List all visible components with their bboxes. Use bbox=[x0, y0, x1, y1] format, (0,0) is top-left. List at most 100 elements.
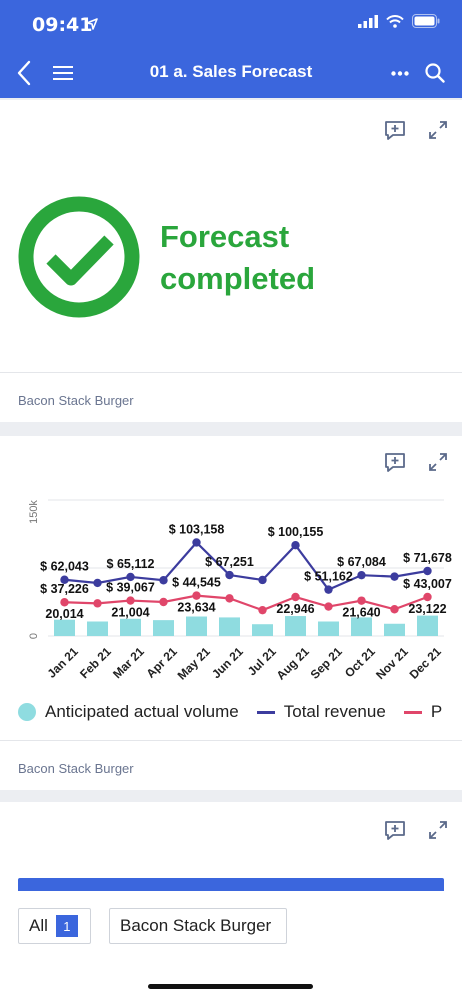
revenue-point-1 bbox=[93, 578, 102, 588]
filter-all-label: All bbox=[29, 916, 48, 935]
volume-bar-1 bbox=[87, 621, 108, 636]
card-footer: Bacon Stack Burger bbox=[0, 740, 462, 790]
revenue-label-7: $ 100,155 bbox=[268, 525, 324, 539]
legend-swatch-third bbox=[403, 710, 422, 714]
p-series-point-7 bbox=[291, 592, 300, 602]
filter-all-chip[interactable]: All 1 bbox=[18, 908, 91, 944]
legend-label-volume: Anticipated actual volume bbox=[45, 702, 239, 721]
card-footer-label: Bacon Stack Burger bbox=[18, 393, 134, 408]
card-footer-label: Bacon Stack Burger bbox=[18, 761, 134, 776]
legend-item-volume[interactable]: Anticipated actual volume bbox=[18, 702, 239, 722]
y-tick-label-1: 150k bbox=[28, 500, 40, 524]
revenue-label-8: $ 51,162 bbox=[304, 570, 353, 584]
p-series-point-3 bbox=[159, 597, 168, 607]
check-circle-icon bbox=[18, 196, 140, 318]
p-series-point-0 bbox=[60, 598, 69, 607]
revenue-point-0 bbox=[60, 575, 69, 584]
revenue-point-7 bbox=[291, 540, 300, 550]
search-icon[interactable] bbox=[425, 63, 445, 83]
add-comment-icon[interactable] bbox=[384, 820, 406, 840]
volume-bar-7 bbox=[285, 616, 306, 636]
p-series-label-4: $ 44,545 bbox=[172, 576, 221, 590]
revenue-label-5: $ 67,251 bbox=[205, 555, 254, 569]
x-tick-label-4: May 21 bbox=[175, 644, 213, 682]
volume-label-11: 23,122 bbox=[408, 602, 446, 616]
volume-bar-6 bbox=[252, 624, 273, 636]
revenue-point-3 bbox=[159, 576, 168, 585]
x-tick-label-9: Oct 21 bbox=[342, 644, 378, 680]
legend-label-third: P bbox=[430, 702, 443, 721]
expand-icon[interactable] bbox=[428, 452, 448, 472]
battery-icon bbox=[412, 14, 440, 28]
forecast-line-1: Forecast bbox=[160, 219, 290, 254]
more-options-icon[interactable] bbox=[391, 71, 409, 76]
sales-forecast-chart: 0 150k $ 62,043 $ 65,112 $ 103,158 $ 67,251 $ … bbox=[28, 499, 452, 683]
x-tick-label-3: Apr 21 bbox=[144, 644, 181, 681]
revenue-label-11: $ 71,678 bbox=[403, 551, 452, 565]
nav-bar: 01 a. Sales Forecast bbox=[0, 56, 462, 90]
status-time: 09:41 bbox=[32, 14, 93, 36]
cellular-signal-icon bbox=[358, 14, 378, 28]
volume-bar-9 bbox=[351, 617, 372, 636]
p-series-label-11: $ 43,007 bbox=[403, 577, 452, 591]
volume-bar-10 bbox=[384, 623, 405, 636]
p-series-point-11 bbox=[423, 592, 432, 602]
volume-bar-11 bbox=[417, 615, 438, 636]
filter-chip-bacon-stack-burger[interactable]: Bacon Stack Burger bbox=[109, 908, 287, 944]
x-tick-label-7: Aug 21 bbox=[274, 644, 312, 682]
forecast-status-card: Forecast completed Bacon Stack Burger bbox=[0, 100, 462, 422]
revenue-label-2: $ 65,112 bbox=[107, 557, 155, 571]
p-series-point-1 bbox=[93, 599, 102, 608]
p-series-point-9 bbox=[357, 596, 366, 605]
x-tick-label-10: Nov 21 bbox=[373, 644, 411, 682]
sales-chart-card: Bacon Stack Burger bbox=[0, 436, 462, 790]
y-tick-label-0: 0 bbox=[28, 633, 40, 639]
revenue-point-6 bbox=[258, 575, 267, 585]
filter-chip-label: Bacon Stack Burger bbox=[120, 916, 272, 935]
revenue-label-9: $ 67,084 bbox=[337, 555, 386, 569]
p-series-point-6 bbox=[258, 605, 267, 615]
back-chevron-icon[interactable] bbox=[16, 60, 32, 86]
add-comment-icon[interactable] bbox=[384, 452, 406, 472]
menu-icon[interactable] bbox=[53, 65, 73, 81]
p-series-point-10 bbox=[390, 605, 399, 614]
volume-label-0: 20,014 bbox=[45, 607, 83, 621]
revenue-point-4 bbox=[192, 538, 201, 547]
volume-bar-4 bbox=[186, 616, 207, 636]
app-header: 09:41 01 a. Sal bbox=[0, 0, 462, 98]
third-card bbox=[0, 802, 462, 908]
legend-item-revenue[interactable]: Total revenue bbox=[256, 702, 386, 722]
legend-item-third[interactable]: P bbox=[403, 702, 443, 722]
p-series-line bbox=[64, 594, 428, 612]
location-arrow-icon bbox=[86, 18, 98, 30]
chart-legend: Anticipated actual volume Total revenue … bbox=[0, 700, 462, 724]
p-series-point-2 bbox=[126, 596, 135, 605]
revenue-point-11 bbox=[423, 566, 432, 576]
add-comment-icon[interactable] bbox=[384, 120, 406, 140]
volume-bar-5 bbox=[219, 617, 240, 636]
volume-label-4: 23,634 bbox=[177, 601, 215, 615]
expand-icon[interactable] bbox=[428, 820, 448, 840]
x-tick-label-11: Dec 21 bbox=[407, 644, 444, 681]
expand-icon[interactable] bbox=[428, 120, 448, 140]
p-series-point-4 bbox=[192, 591, 201, 600]
filter-count-badge: 1 bbox=[55, 915, 78, 937]
wifi-icon bbox=[386, 14, 404, 28]
home-indicator bbox=[148, 984, 313, 989]
legend-swatch-revenue bbox=[256, 710, 275, 714]
x-tick-label-8: Sep 21 bbox=[308, 644, 345, 681]
revenue-line bbox=[64, 540, 428, 591]
volume-bar-2 bbox=[120, 618, 141, 636]
revenue-point-9 bbox=[357, 570, 366, 580]
p-series-label-2: $ 39,067 bbox=[106, 581, 155, 595]
page-title: 01 a. Sales Forecast bbox=[149, 62, 313, 81]
x-tick-label-5: Jun 21 bbox=[209, 644, 246, 681]
revenue-label-4: $ 103,158 bbox=[169, 522, 225, 536]
legend-swatch-volume bbox=[18, 703, 36, 721]
legend-label-revenue: Total revenue bbox=[283, 702, 386, 721]
revenue-point-8 bbox=[324, 585, 333, 594]
p-series-point-5 bbox=[225, 594, 234, 603]
volume-bar-0 bbox=[54, 619, 75, 636]
p-series-point-8 bbox=[324, 602, 333, 611]
volume-label-7: 22,946 bbox=[276, 602, 314, 616]
